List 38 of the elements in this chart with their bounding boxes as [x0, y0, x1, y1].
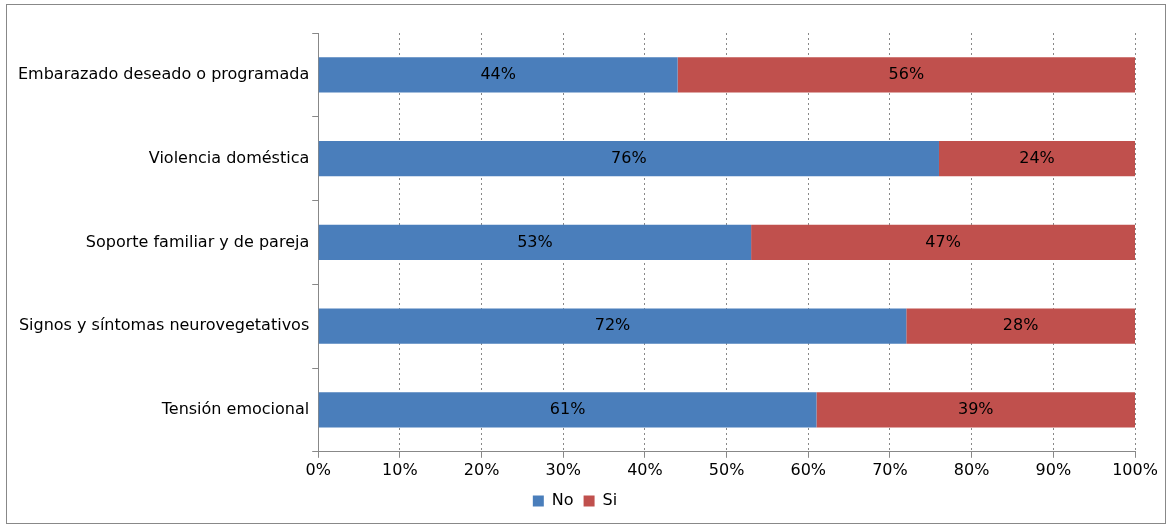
- y-tick-label: Tensión emocional: [160, 399, 310, 419]
- data-label: 56%: [888, 64, 925, 84]
- x-tick-label: 80%: [953, 459, 990, 479]
- data-label: 61%: [549, 399, 586, 419]
- legend-label: Si: [602, 490, 618, 510]
- bar: [677, 57, 1135, 93]
- bar: [938, 141, 1135, 177]
- x-tick-label: 30%: [545, 459, 582, 479]
- bar: [318, 224, 752, 260]
- x-tick-label: 70%: [872, 459, 908, 479]
- bar: [751, 224, 1135, 260]
- bar: [318, 141, 939, 177]
- data-label: 53%: [517, 231, 553, 251]
- y-tick-label: Signos y síntomas neurovegetativos: [18, 315, 310, 335]
- x-tick-label: 100%: [1112, 459, 1158, 479]
- x-tick-label: 50%: [708, 459, 745, 479]
- bar: [318, 392, 817, 428]
- data-label: 44%: [480, 64, 516, 84]
- x-tick-label: 90%: [1035, 459, 1072, 479]
- data-label: 72%: [594, 315, 631, 335]
- data-label: 47%: [925, 231, 961, 251]
- legend-label: No: [551, 490, 574, 510]
- x-tick-label: 60%: [790, 459, 827, 479]
- y-tick-label: Violencia doméstica: [148, 147, 310, 167]
- data-label: 76%: [611, 147, 647, 167]
- x-tick-label: 40%: [627, 459, 663, 479]
- bar: [318, 57, 678, 93]
- y-tick-label: Soporte familiar y de pareja: [85, 231, 310, 251]
- bar: [816, 392, 1135, 428]
- data-label: 28%: [1002, 315, 1039, 335]
- bar: [318, 308, 907, 344]
- data-label: 24%: [1019, 147, 1055, 167]
- y-tick-label: Embarazado deseado o programada: [17, 64, 310, 84]
- x-tick-label: 20%: [463, 459, 500, 479]
- bar: [906, 308, 1135, 344]
- x-tick-label: 10%: [382, 459, 418, 479]
- data-label: 39%: [957, 399, 994, 419]
- x-tick-label: 0%: [305, 459, 331, 479]
